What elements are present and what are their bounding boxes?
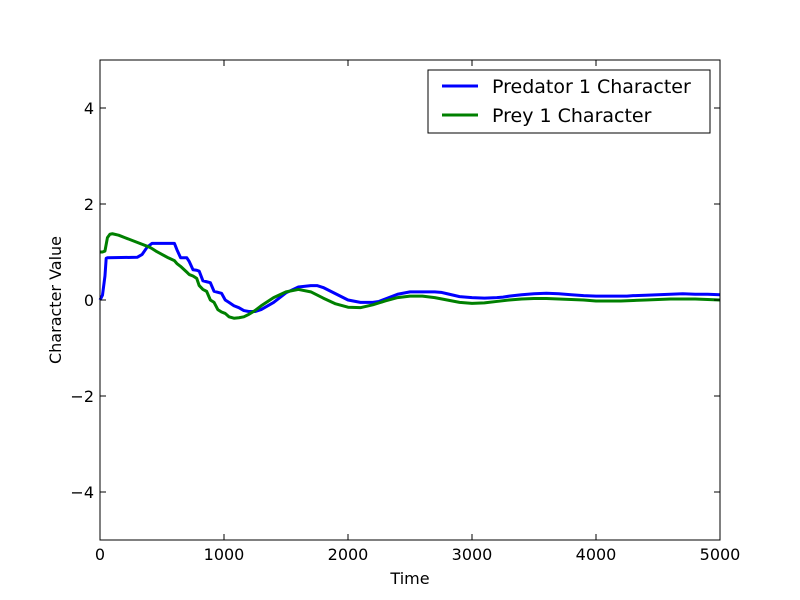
x-tick-label: 0 <box>95 545 105 564</box>
legend-box <box>427 69 711 134</box>
series-layer <box>98 232 721 320</box>
series-line-predator <box>98 241 721 314</box>
y-tick-label: −2 <box>70 387 94 406</box>
ticks-layer: 0 1000 2000 3000 4000 5000 −4 −2 0 2 4 <box>70 60 740 564</box>
x-tick-label: 2000 <box>328 545 369 564</box>
x-tick-label: 5000 <box>700 545 741 564</box>
y-tick-label: 0 <box>84 291 94 310</box>
x-tick-label: 1000 <box>204 545 245 564</box>
y-tick-label: −4 <box>70 483 94 502</box>
y-tick-label: 4 <box>84 99 94 118</box>
x-axis-label: Time <box>389 569 429 588</box>
legend: Predator 1 Character Prey 1 Character <box>427 69 711 134</box>
y-axis-label: Character Value <box>46 236 65 364</box>
legend-label-predator: Predator 1 Character <box>492 76 691 98</box>
legend-label-prey: Prey 1 Character <box>492 105 652 127</box>
x-tick-label: 3000 <box>452 545 493 564</box>
series-line-prey <box>100 232 721 320</box>
y-tick-label: 2 <box>84 195 94 214</box>
x-tick-label: 4000 <box>576 545 617 564</box>
